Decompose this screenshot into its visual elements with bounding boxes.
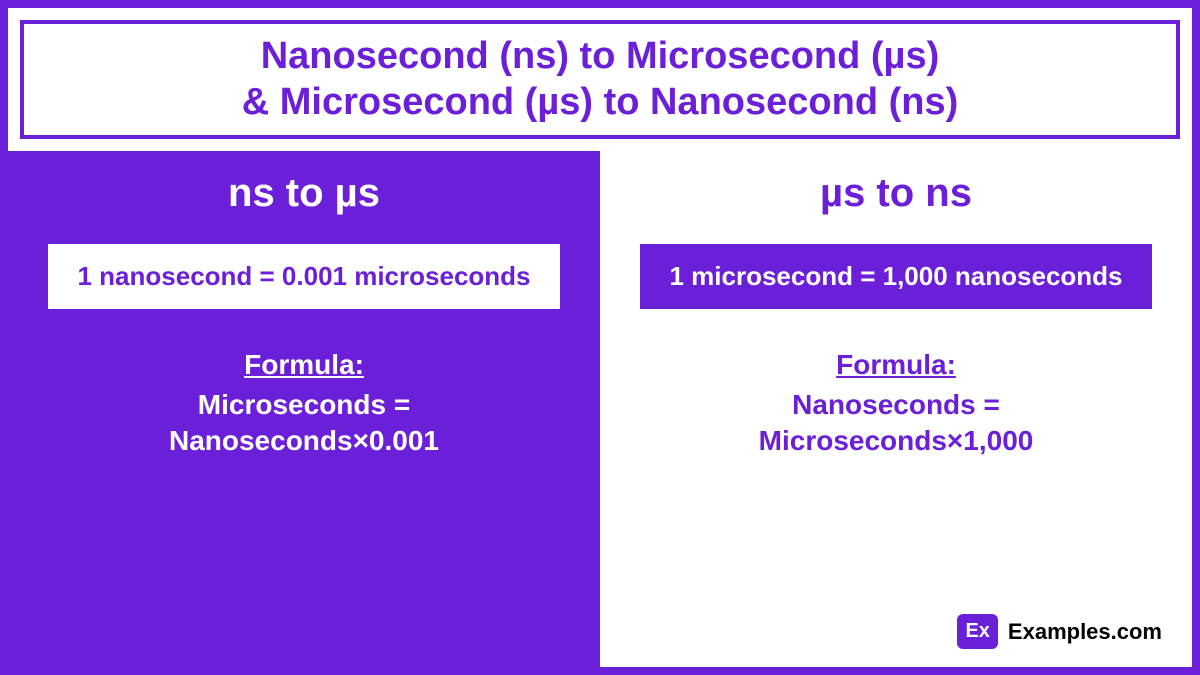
title-line-2: & Microsecond (µs) to Nanosecond (ns) — [44, 80, 1156, 126]
formula-right-line2: Microseconds×1,000 — [759, 425, 1034, 456]
formula-body-right: Nanoseconds = Microseconds×1,000 — [759, 387, 1034, 460]
panel-left-heading: ns to µs — [228, 171, 380, 216]
attribution-badge: Ex — [957, 614, 997, 649]
panel-ns-to-us: ns to µs 1 nanosecond = 0.001 microsecon… — [8, 151, 600, 667]
formula-right-line1: Nanoseconds = — [792, 389, 1000, 420]
title-box: Nanosecond (ns) to Microsecond (µs) & Mi… — [20, 20, 1180, 139]
attribution-text: Examples.com — [1008, 619, 1162, 645]
panel-right-heading: µs to ns — [820, 171, 972, 216]
infographic-container: Nanosecond (ns) to Microsecond (µs) & Mi… — [0, 0, 1200, 675]
panel-us-to-ns: µs to ns 1 microsecond = 1,000 nanosecon… — [600, 151, 1192, 667]
equation-box-right: 1 microsecond = 1,000 nanoseconds — [640, 244, 1152, 309]
formula-left-line1: Microseconds = — [198, 389, 410, 420]
formula-left-line2: Nanoseconds×0.001 — [169, 425, 439, 456]
formula-body-left: Microseconds = Nanoseconds×0.001 — [169, 387, 439, 460]
title-line-1: Nanosecond (ns) to Microsecond (µs) — [44, 34, 1156, 80]
equation-box-left: 1 nanosecond = 0.001 microseconds — [48, 244, 560, 309]
formula-label-left: Formula: — [244, 349, 364, 381]
formula-label-right: Formula: — [836, 349, 956, 381]
panels-row: ns to µs 1 nanosecond = 0.001 microsecon… — [8, 151, 1192, 667]
attribution: Ex Examples.com — [957, 614, 1162, 649]
